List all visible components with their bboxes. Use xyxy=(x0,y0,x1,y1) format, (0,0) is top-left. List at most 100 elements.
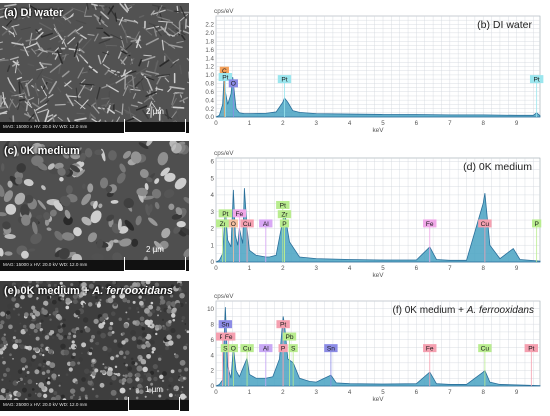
peak-label-box xyxy=(276,320,290,329)
peak-label-box xyxy=(279,219,290,228)
x-tick-label: 3 xyxy=(314,389,318,396)
x-tick-label: 8 xyxy=(481,389,485,396)
peak-label-box xyxy=(228,344,238,353)
peak-label-box xyxy=(218,209,233,218)
peak-label-box xyxy=(277,210,292,219)
sem-info-bar-e: MAG: 25000 x HV: 20.0 kV WD: 12.0 mm xyxy=(0,400,189,411)
peak-label-box xyxy=(232,209,247,218)
y-tick-label: 6 xyxy=(211,159,215,166)
peak-label: Pb xyxy=(285,334,293,341)
peak-label: Cu xyxy=(481,346,490,353)
x-tick-label: 7 xyxy=(448,265,452,272)
peak-label-box xyxy=(259,219,273,228)
sem-mag-e: MAG: 25000 x HV: 20.0 kV WD: 12.0 mm xyxy=(3,402,88,407)
y-axis-label: cps/eV xyxy=(214,293,234,300)
x-axis-label: keV xyxy=(372,396,384,403)
sem-texture-c xyxy=(0,141,189,271)
peak-label: Al xyxy=(263,346,269,353)
scale-bar-label-e: 1 µm xyxy=(145,385,163,394)
peak-label: Fe xyxy=(225,334,233,341)
peak-label-box xyxy=(524,344,539,353)
peak-label: S xyxy=(291,346,296,353)
chart-title: (d) 0K medium xyxy=(463,161,532,173)
x-tick-label: 6 xyxy=(415,120,419,127)
x-tick-label: 7 xyxy=(448,389,452,396)
chart-title-italic: A. ferrooxidans xyxy=(466,305,534,316)
peak-label-box xyxy=(277,75,292,84)
sem-image-a: (a) DI water MAG: 15000 x HV: 20.0 kV WD… xyxy=(0,3,189,133)
x-tick-label: 2 xyxy=(281,389,285,396)
peak-label-box xyxy=(240,344,254,353)
x-tick-label: 6 xyxy=(415,389,419,396)
y-axis-label: cps/eV xyxy=(214,8,234,15)
peak-label: Zr xyxy=(281,212,288,219)
plot-area xyxy=(215,300,541,387)
chart-title: (b) DI water xyxy=(477,19,532,31)
x-tick-label: 9 xyxy=(515,265,519,272)
peak-label-box xyxy=(288,344,298,353)
peak-label-box xyxy=(478,219,492,228)
peak-label: Sn xyxy=(221,322,229,329)
y-tick-label: 0.8 xyxy=(205,81,214,88)
peak-label: P xyxy=(534,221,539,228)
eds-chart-f-svg: 0 2 4 6 8 10 0 1 2 3 4 5 6 7 8 9 cps/eV keV Sn Pt S Fe O Cu Al Pt… xyxy=(207,293,541,403)
sem-texture-e xyxy=(0,281,189,411)
sem-info-bar-c: MAG: 15000 x HV: 20.0 kV WD: 12.0 mm xyxy=(0,260,189,271)
x-tick-label: 1 xyxy=(248,120,252,127)
x-tick-label: 2 xyxy=(281,265,285,272)
y-tick-label: 0 xyxy=(211,383,215,390)
x-tick-label: 5 xyxy=(381,389,385,396)
peak-label: Cu xyxy=(481,221,490,228)
peak-label: O xyxy=(231,346,236,353)
sem-label-e-main: (e) 0K medium + xyxy=(4,285,93,297)
peak-label-box xyxy=(218,73,233,82)
peak-label-box xyxy=(478,344,492,353)
y-tick-label: 1.2 xyxy=(205,64,214,71)
x-tick-label: 8 xyxy=(481,120,485,127)
peak-label: S xyxy=(223,346,228,353)
peak-label: Fe xyxy=(426,221,434,228)
peak-label: Sn xyxy=(327,346,335,353)
sem-mag-a: MAG: 15000 x HV: 20.0 kV WD: 12.0 mm xyxy=(3,124,88,129)
peak-label: Pt xyxy=(222,211,228,218)
chart-title: (f) 0K medium + A. ferrooxidans xyxy=(393,305,534,316)
y-tick-label: 1.8 xyxy=(205,38,214,45)
peak-label-box xyxy=(423,219,437,228)
x-tick-label: 1 xyxy=(248,389,252,396)
sem-image-e: (e) 0K medium + A. ferrooxidans MAG: 250… xyxy=(0,281,189,411)
peak-label: Al xyxy=(263,221,269,228)
x-tick-label: 7 xyxy=(448,120,452,127)
peak-label: Pt xyxy=(222,74,228,81)
y-tick-label: 2 xyxy=(211,368,215,375)
peak-label: Pt xyxy=(280,322,286,329)
peak-label: Zr xyxy=(220,221,227,228)
sem-image-c: (c) 0K medium MAG: 15000 x HV: 20.0 kV W… xyxy=(0,141,189,271)
y-tick-label: 1.6 xyxy=(205,47,214,54)
peak-label: Pt xyxy=(280,202,286,209)
eds-chart-b-svg: 0.00.2 0.40.60.8 1.01.2 1.41.6 1.82.02.2 0 1 2 3… xyxy=(205,8,544,134)
peak-label-box xyxy=(529,75,544,84)
y-tick-label: 3 xyxy=(211,209,215,216)
sem-label-c: (c) 0K medium xyxy=(4,145,80,157)
y-tick-label: 4 xyxy=(211,192,215,199)
peak-label-box xyxy=(423,344,437,353)
x-axis-label: keV xyxy=(372,127,384,134)
x-axis-label: keV xyxy=(372,272,384,279)
x-tick-label: 8 xyxy=(481,265,485,272)
sem-label-e: (e) 0K medium + A. ferrooxidans xyxy=(4,285,173,297)
y-tick-label: 5 xyxy=(211,175,215,182)
x-tick-label: 9 xyxy=(515,120,519,127)
peak-label: Fe xyxy=(426,346,434,353)
sem-mag-c: MAG: 15000 x HV: 20.0 kV WD: 12.0 mm xyxy=(3,262,88,267)
peak-label-box xyxy=(219,66,229,75)
y-tick-label: 10 xyxy=(207,306,214,313)
y-tick-label: 2.2 xyxy=(205,22,214,29)
y-tick-label: 2.0 xyxy=(205,30,214,37)
x-tick-label: 0 xyxy=(214,120,218,127)
peak-label: Pt xyxy=(528,346,534,353)
y-tick-label: 4 xyxy=(211,352,215,359)
peak-label-box xyxy=(218,320,233,329)
scale-bar-label-a: 2 µm xyxy=(146,107,164,116)
x-tick-label: 4 xyxy=(348,389,352,396)
